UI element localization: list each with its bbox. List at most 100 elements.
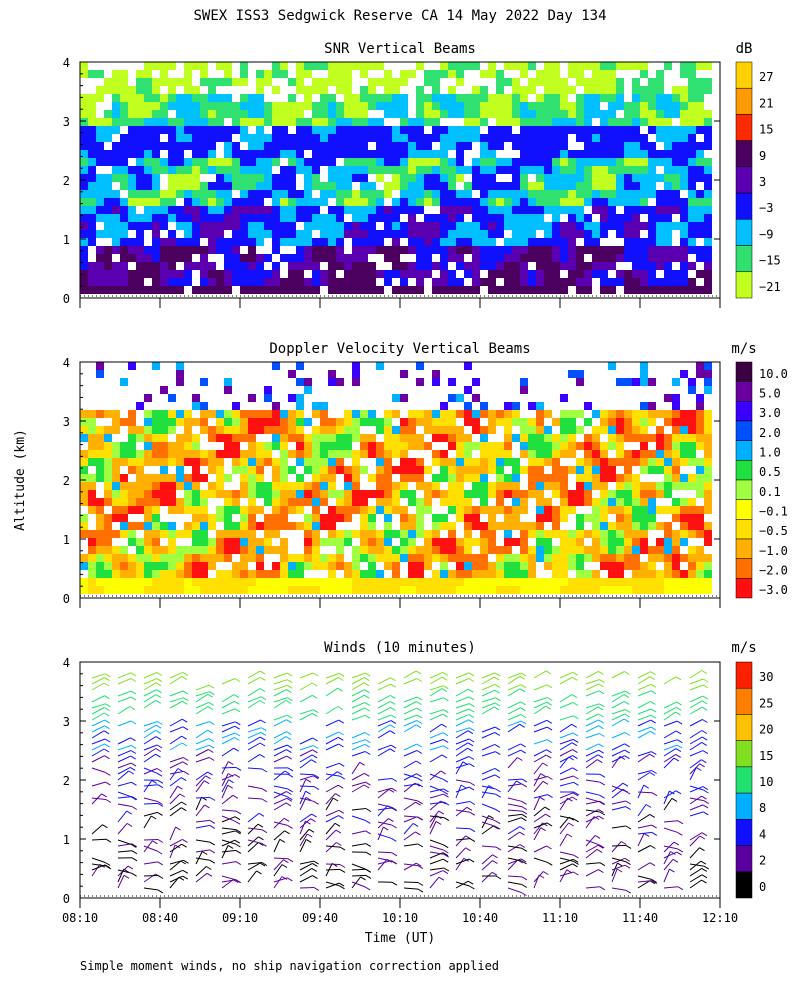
wind-barb — [143, 724, 157, 733]
snr-cell — [400, 126, 408, 134]
doppler-cell — [504, 442, 512, 450]
snr-cell — [208, 150, 216, 158]
snr-cell — [336, 214, 344, 222]
wind-barb — [559, 851, 574, 856]
snr-cell — [288, 134, 296, 142]
doppler-cell — [448, 506, 456, 514]
wind-barb-flag — [131, 850, 138, 855]
doppler-cell — [704, 362, 712, 370]
wind-barb-flag — [540, 827, 546, 832]
snr-cell — [424, 142, 432, 150]
doppler-cell — [576, 442, 584, 450]
doppler-cell — [456, 514, 464, 522]
snr-cell — [696, 198, 704, 206]
doppler-cell — [136, 538, 144, 546]
wind-barb — [273, 755, 287, 763]
doppler-cell — [488, 546, 496, 554]
doppler-cell — [464, 362, 472, 370]
snr-cell — [400, 278, 408, 286]
wind-barb — [247, 688, 261, 697]
snr-cell — [600, 134, 608, 142]
doppler-cell — [480, 434, 488, 442]
snr-cell — [304, 206, 312, 214]
doppler-cell — [232, 426, 240, 434]
doppler-cell — [664, 562, 672, 570]
wind-barb — [169, 671, 184, 679]
snr-cell — [184, 126, 192, 134]
doppler-cell — [696, 570, 704, 578]
doppler-cell — [336, 498, 344, 506]
doppler-cell — [688, 554, 696, 562]
wind-barb-flag — [547, 861, 553, 866]
snr-cell — [248, 214, 256, 222]
wind-barb-flag — [287, 697, 293, 702]
wind-barb-flag — [285, 802, 292, 807]
snr-cell — [80, 190, 88, 198]
wind-barb-flag — [491, 871, 498, 876]
wind-barb — [143, 729, 156, 739]
snr-cell — [360, 246, 368, 254]
wind-barb-flag — [391, 778, 398, 782]
snr-cell — [624, 174, 632, 182]
wind-barb — [559, 676, 573, 685]
snr-cell — [104, 174, 112, 182]
snr-cell — [80, 150, 88, 158]
snr-cell — [672, 222, 680, 230]
wind-barb-flag — [700, 860, 707, 865]
doppler-cell — [560, 586, 568, 594]
wind-barb-flag — [493, 676, 500, 681]
doppler-cell — [496, 570, 504, 578]
doppler-cell — [224, 546, 232, 554]
snr-cell — [168, 190, 176, 198]
snr-cell — [544, 70, 552, 78]
wind-barb-flag — [442, 852, 449, 857]
snr-cell — [400, 134, 408, 142]
snr-cell — [312, 270, 320, 278]
doppler-cell — [304, 482, 312, 490]
doppler-cell — [632, 482, 640, 490]
doppler-cell — [512, 578, 520, 586]
doppler-cell — [328, 538, 336, 546]
wind-barb-flag — [234, 678, 241, 682]
snr-cell — [488, 142, 496, 150]
doppler-cell — [592, 450, 600, 458]
wind-barb-flag — [123, 874, 130, 879]
wind-barb-flag — [596, 848, 603, 853]
wind-barb — [663, 790, 677, 799]
snr-cell — [336, 142, 344, 150]
snr-cell — [432, 262, 440, 270]
doppler-cell — [568, 450, 576, 458]
snr-cell — [424, 190, 432, 198]
snr-cell — [456, 70, 464, 78]
doppler-cell — [704, 578, 712, 586]
snr-cell — [264, 150, 272, 158]
snr-cell — [448, 286, 456, 294]
snr-cell — [288, 206, 296, 214]
doppler-cell — [456, 410, 464, 418]
snr-cell — [496, 94, 504, 102]
snr-cell — [328, 182, 336, 190]
wind-barb-flag — [519, 844, 526, 848]
doppler-cell — [432, 474, 440, 482]
wind-barb-flag — [599, 800, 605, 805]
snr-cell — [616, 142, 624, 150]
snr-cell — [192, 62, 200, 70]
snr-cell — [80, 94, 88, 102]
snr-cell — [520, 110, 528, 118]
snr-cell — [256, 198, 264, 206]
wind-barb-flag — [156, 678, 163, 683]
wind-barb-flag — [208, 744, 215, 749]
snr-cell — [168, 238, 176, 246]
snr-cell — [448, 214, 456, 222]
doppler-cell — [504, 402, 512, 410]
snr-cell — [520, 190, 528, 198]
snr-cell — [168, 278, 176, 286]
doppler-cell — [512, 466, 520, 474]
wind-barb — [507, 859, 519, 871]
snr-cell — [536, 118, 544, 126]
snr-cell — [400, 230, 408, 238]
wind-barb-flag — [259, 753, 265, 758]
snr-cell — [224, 126, 232, 134]
wind-barb-flag — [621, 841, 627, 845]
snr-cell — [168, 166, 176, 174]
